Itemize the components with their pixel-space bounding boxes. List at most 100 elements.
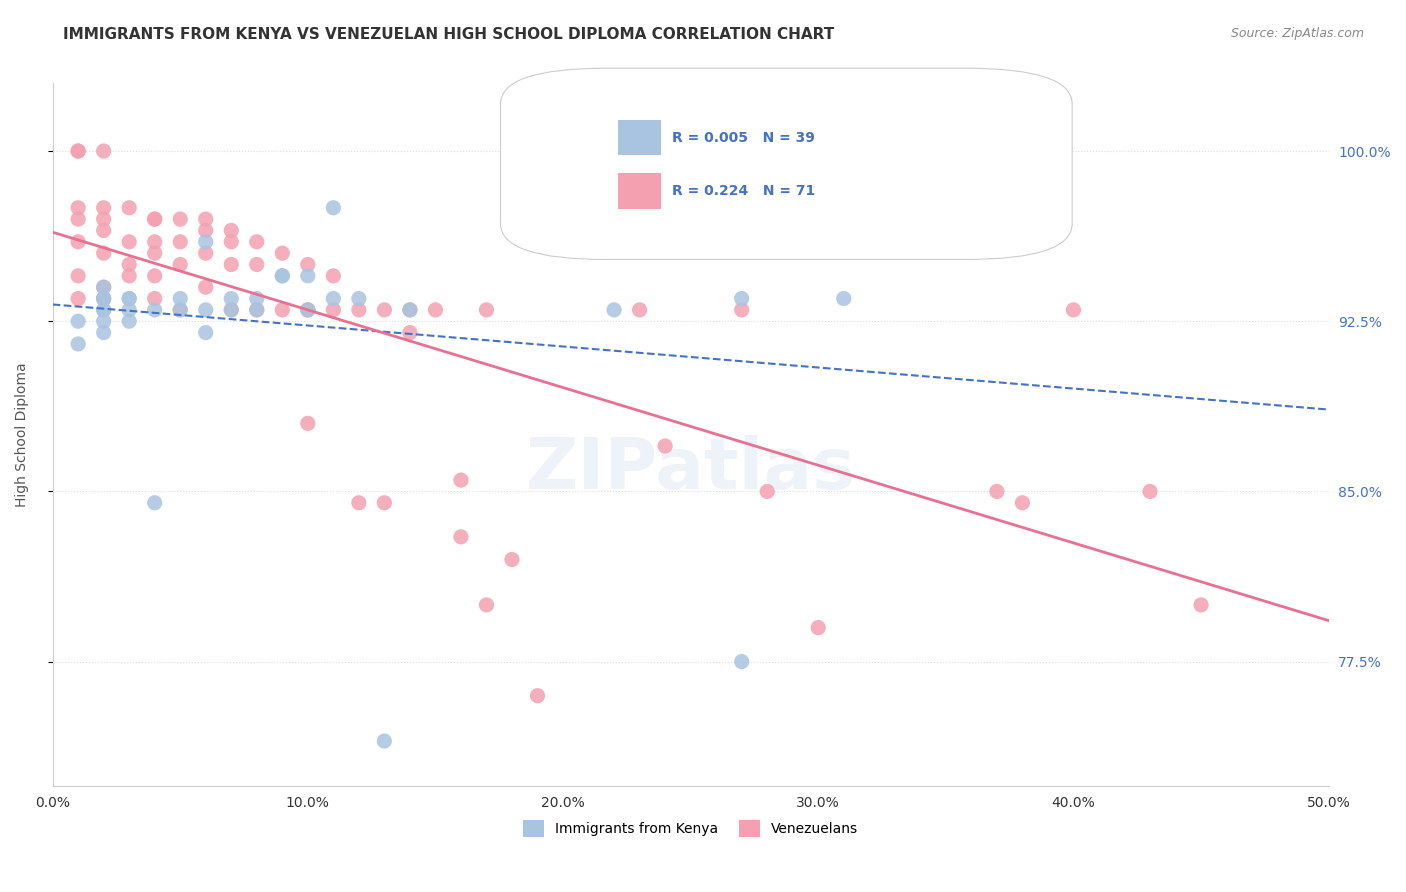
Point bbox=[731, 302, 754, 317]
Point bbox=[118, 268, 141, 283]
Text: ZIPatlas: ZIPatlas bbox=[526, 435, 856, 504]
Point bbox=[93, 302, 115, 317]
Y-axis label: High School Diploma: High School Diploma bbox=[15, 362, 30, 507]
Point bbox=[297, 302, 319, 317]
Point bbox=[67, 314, 90, 328]
Point bbox=[219, 235, 242, 249]
Point bbox=[399, 302, 422, 317]
Point bbox=[219, 292, 242, 306]
Point bbox=[322, 201, 344, 215]
Point bbox=[219, 302, 242, 317]
Point bbox=[67, 337, 90, 351]
Point bbox=[297, 417, 319, 431]
Point bbox=[347, 292, 370, 306]
Point bbox=[67, 268, 90, 283]
Point bbox=[118, 292, 141, 306]
Point bbox=[271, 246, 294, 260]
Point bbox=[450, 473, 472, 487]
Point bbox=[1011, 496, 1033, 510]
Point bbox=[118, 292, 141, 306]
Point bbox=[219, 223, 242, 237]
Point bbox=[246, 235, 269, 249]
Point bbox=[219, 302, 242, 317]
Point bbox=[93, 302, 115, 317]
Point bbox=[194, 235, 217, 249]
Point bbox=[603, 302, 626, 317]
Text: Source: ZipAtlas.com: Source: ZipAtlas.com bbox=[1230, 27, 1364, 40]
Point bbox=[526, 689, 548, 703]
Legend: Immigrants from Kenya, Venezuelans: Immigrants from Kenya, Venezuelans bbox=[517, 814, 863, 843]
Point bbox=[169, 302, 191, 317]
Point bbox=[118, 201, 141, 215]
Point bbox=[67, 144, 90, 158]
Point bbox=[1062, 302, 1084, 317]
Point bbox=[118, 302, 141, 317]
Point bbox=[986, 484, 1008, 499]
Point bbox=[67, 235, 90, 249]
Point bbox=[93, 280, 115, 294]
Point bbox=[628, 302, 651, 317]
Point bbox=[194, 223, 217, 237]
Point bbox=[322, 268, 344, 283]
Point bbox=[169, 302, 191, 317]
Point bbox=[194, 280, 217, 294]
Point bbox=[603, 201, 626, 215]
Point bbox=[67, 201, 90, 215]
Point bbox=[93, 292, 115, 306]
Point bbox=[373, 302, 395, 317]
Point bbox=[67, 144, 90, 158]
Point bbox=[271, 302, 294, 317]
Point bbox=[475, 598, 498, 612]
Point bbox=[143, 496, 166, 510]
Point bbox=[143, 235, 166, 249]
Point bbox=[654, 439, 676, 453]
Point bbox=[93, 292, 115, 306]
Text: IMMIGRANTS FROM KENYA VS VENEZUELAN HIGH SCHOOL DIPLOMA CORRELATION CHART: IMMIGRANTS FROM KENYA VS VENEZUELAN HIGH… bbox=[63, 27, 835, 42]
Point bbox=[246, 258, 269, 272]
Point bbox=[169, 235, 191, 249]
Point bbox=[551, 223, 574, 237]
Point bbox=[169, 212, 191, 227]
Point bbox=[297, 302, 319, 317]
Point bbox=[194, 326, 217, 340]
Point bbox=[169, 258, 191, 272]
Point bbox=[93, 246, 115, 260]
Point bbox=[501, 212, 523, 227]
Point bbox=[143, 246, 166, 260]
Point bbox=[271, 268, 294, 283]
Point bbox=[731, 292, 754, 306]
Point bbox=[297, 268, 319, 283]
Point bbox=[373, 496, 395, 510]
Point bbox=[194, 302, 217, 317]
Point bbox=[219, 258, 242, 272]
Point bbox=[425, 302, 447, 317]
Point bbox=[1189, 598, 1212, 612]
Point bbox=[93, 144, 115, 158]
Point bbox=[322, 302, 344, 317]
Point bbox=[93, 326, 115, 340]
Point bbox=[118, 314, 141, 328]
Point bbox=[118, 258, 141, 272]
Point bbox=[143, 212, 166, 227]
Point bbox=[756, 484, 779, 499]
Point bbox=[347, 496, 370, 510]
Point bbox=[399, 302, 422, 317]
Point bbox=[297, 258, 319, 272]
Point bbox=[347, 302, 370, 317]
Point bbox=[143, 302, 166, 317]
Point bbox=[93, 292, 115, 306]
Point bbox=[1139, 484, 1161, 499]
Point bbox=[246, 302, 269, 317]
Point bbox=[67, 212, 90, 227]
Point bbox=[143, 292, 166, 306]
Point bbox=[832, 292, 855, 306]
Point bbox=[399, 326, 422, 340]
Point bbox=[246, 302, 269, 317]
Point bbox=[271, 268, 294, 283]
Point bbox=[807, 621, 830, 635]
Point bbox=[501, 552, 523, 566]
Point bbox=[297, 302, 319, 317]
Point bbox=[169, 292, 191, 306]
Point bbox=[322, 292, 344, 306]
Point bbox=[731, 655, 754, 669]
